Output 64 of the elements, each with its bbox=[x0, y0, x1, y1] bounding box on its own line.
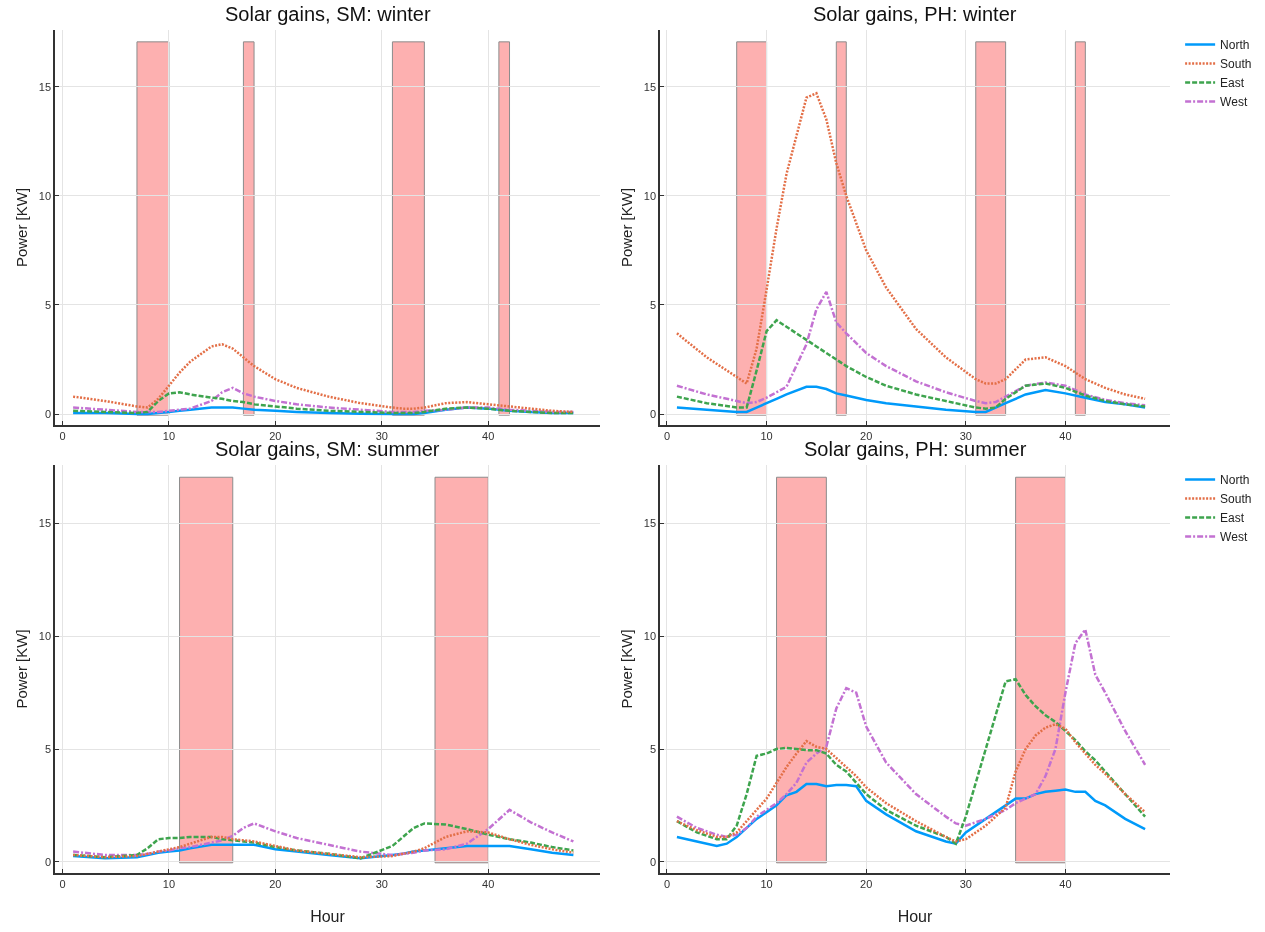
x-tick-label: 20 bbox=[269, 877, 282, 890]
line-series bbox=[675, 782, 1147, 848]
y-tick-label: 5 bbox=[44, 742, 52, 755]
x-tick-label: 30 bbox=[959, 429, 972, 442]
x-tick-label: 10 bbox=[760, 877, 773, 890]
x-tick-label: 20 bbox=[269, 429, 282, 442]
line-series bbox=[675, 628, 1147, 839]
line-series bbox=[675, 385, 1147, 414]
y-tick-label: 0 bbox=[44, 407, 52, 420]
x-tick-label: 40 bbox=[1059, 429, 1072, 442]
y-axis-title: Power [KW] bbox=[617, 187, 635, 268]
y-tick-label: 15 bbox=[38, 517, 52, 530]
chart-title: Solar gains, PH: winter bbox=[813, 3, 1017, 25]
legend-label: South bbox=[1220, 57, 1252, 72]
y-tick-label: 10 bbox=[38, 189, 52, 202]
line-series bbox=[675, 722, 1147, 843]
line-series bbox=[675, 319, 1147, 410]
y-tick-label: 10 bbox=[643, 189, 657, 202]
y-tick-label: 15 bbox=[643, 80, 657, 93]
line-series bbox=[71, 391, 575, 415]
legend-label: North bbox=[1220, 473, 1250, 488]
x-tick-label: 0 bbox=[663, 429, 671, 442]
y-tick-label: 10 bbox=[38, 630, 52, 643]
y-tick-label: 15 bbox=[38, 80, 52, 93]
legend-label: West bbox=[1220, 95, 1248, 110]
x-tick-label: 30 bbox=[375, 877, 388, 890]
y-tick-label: 5 bbox=[649, 742, 657, 755]
y-tick-label: 15 bbox=[643, 517, 657, 530]
x-tick-label: 10 bbox=[760, 429, 773, 442]
y-tick-label: 10 bbox=[643, 630, 657, 643]
y-tick-label: 0 bbox=[649, 407, 657, 420]
line-series bbox=[71, 386, 575, 414]
x-tick-label: 10 bbox=[162, 429, 176, 442]
y-axis-title: Power [KW] bbox=[617, 629, 635, 709]
x-tick-label: 20 bbox=[860, 429, 873, 442]
x-tick-label: 0 bbox=[59, 877, 66, 890]
x-tick-label: 40 bbox=[1059, 877, 1072, 890]
y-tick-label: 5 bbox=[649, 298, 657, 311]
x-tick-label: 0 bbox=[663, 877, 671, 890]
line-series bbox=[675, 92, 1147, 401]
x-tick-label: 0 bbox=[59, 429, 66, 442]
x-tick-label: 30 bbox=[375, 429, 388, 442]
x-tick-label: 40 bbox=[482, 429, 495, 442]
x-tick-label: 30 bbox=[959, 877, 972, 890]
legend-label: East bbox=[1220, 511, 1245, 526]
legend-label: East bbox=[1220, 76, 1245, 91]
line-series bbox=[675, 290, 1147, 407]
legend-label: West bbox=[1220, 530, 1248, 545]
line-series bbox=[71, 830, 575, 859]
legend-label: North bbox=[1220, 38, 1250, 53]
line-series bbox=[71, 808, 575, 857]
chart-title: Solar gains, SM: winter bbox=[225, 3, 431, 25]
y-axis-title: Power [KW] bbox=[12, 187, 30, 268]
y-tick-label: 0 bbox=[44, 855, 52, 868]
y-tick-label: 0 bbox=[649, 855, 657, 868]
x-axis-title: Hour bbox=[897, 908, 934, 926]
y-tick-label: 5 bbox=[44, 298, 52, 311]
x-tick-label: 40 bbox=[482, 877, 495, 890]
y-axis-title: Power [KW] bbox=[12, 629, 30, 709]
line-series bbox=[71, 343, 575, 414]
legend-label: South bbox=[1220, 492, 1252, 507]
x-axis-title: Hour bbox=[310, 908, 346, 926]
x-tick-label: 10 bbox=[162, 877, 176, 890]
x-tick-label: 20 bbox=[860, 877, 873, 890]
